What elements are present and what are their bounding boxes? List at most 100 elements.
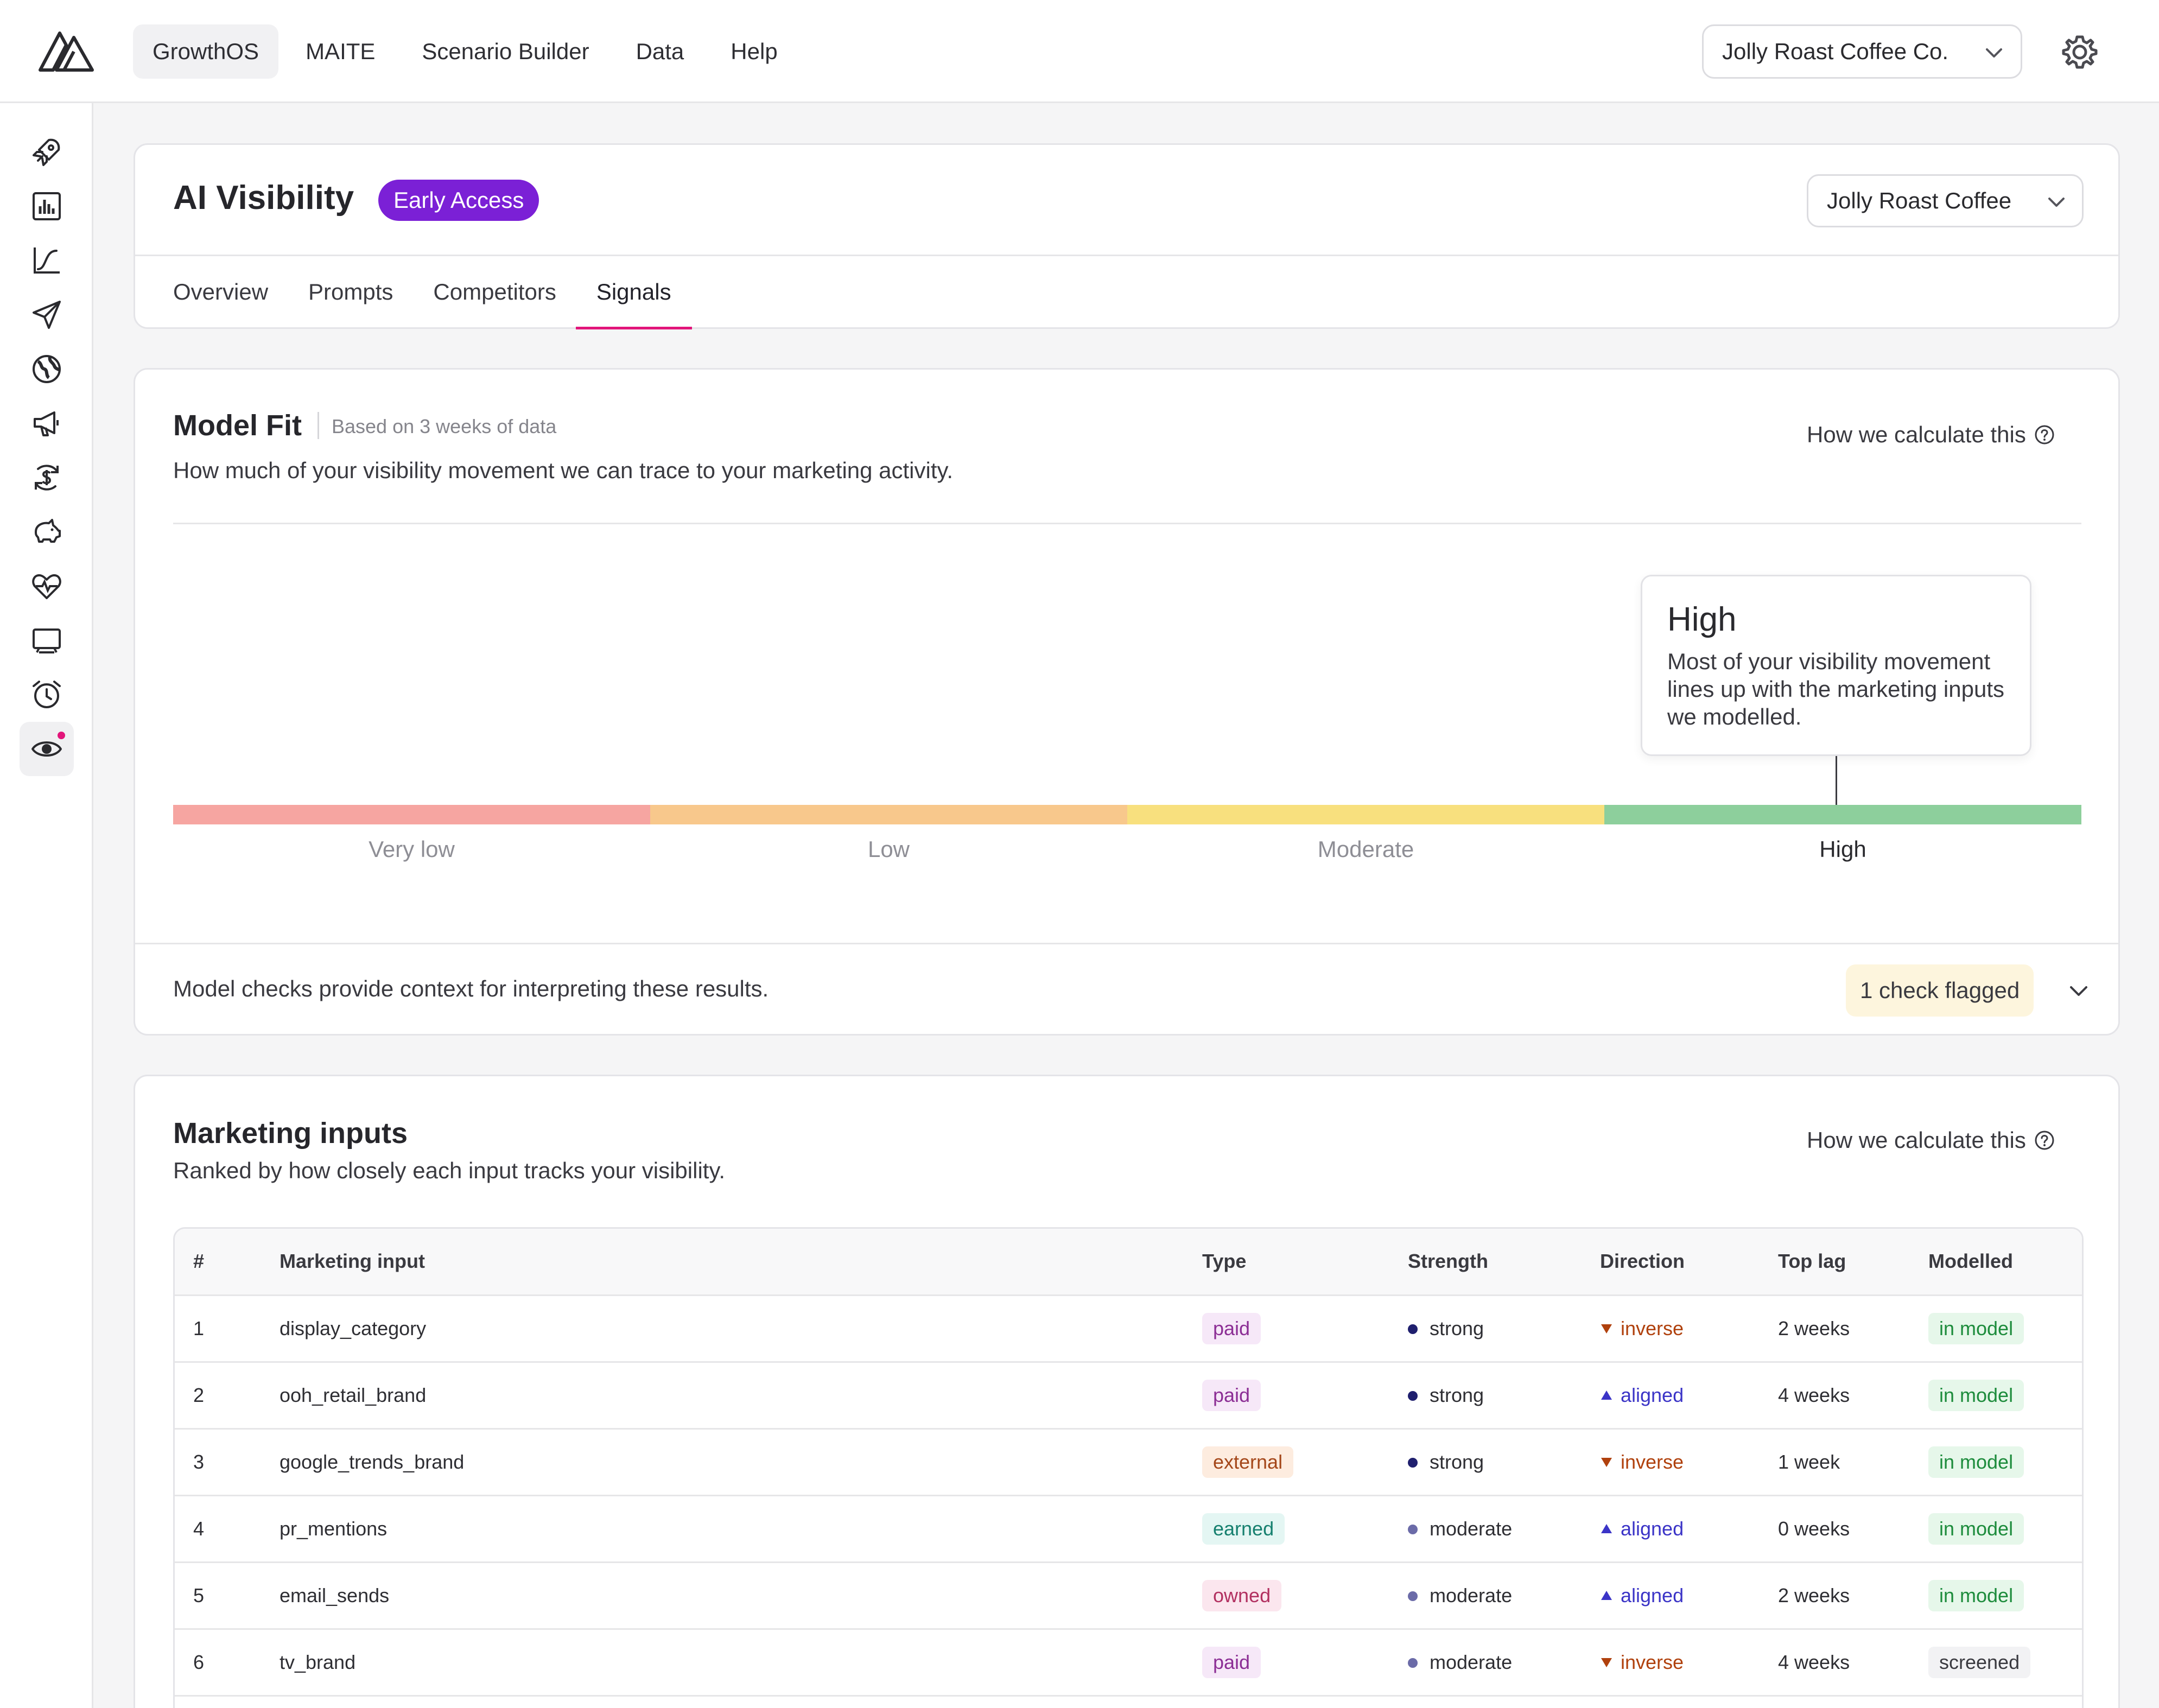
tab-signals[interactable]: Signals	[575, 255, 692, 329]
strength-dot-icon	[1408, 1524, 1418, 1534]
cell-lag: 4 weeks	[1778, 1629, 1928, 1697]
tab-prompts[interactable]: Prompts	[308, 279, 393, 304]
lag-value: 0 weeks	[1778, 1517, 1850, 1540]
checks-flagged-badge[interactable]: 1 check flagged	[1846, 964, 2034, 1017]
strength-dot-icon	[1408, 1324, 1418, 1334]
modelled-pill: in model	[1928, 1446, 2024, 1478]
tab-competitors[interactable]: Competitors	[433, 279, 556, 304]
strength-value: strong	[1430, 1317, 1484, 1339]
triangle-down-icon	[1601, 1658, 1612, 1667]
notification-dot	[58, 732, 65, 739]
rank-value: 6	[193, 1650, 205, 1673]
direction-value: inverse	[1621, 1651, 1684, 1673]
modelled-pill: screened	[1928, 1646, 2031, 1678]
table-row[interactable]: 1 display_category paid strong inverse 2 week…	[175, 1295, 2082, 1363]
type-pill: paid	[1202, 1379, 1261, 1411]
table-row[interactable]: 7	[175, 1696, 2082, 1708]
eye-icon[interactable]	[20, 722, 74, 776]
model-fit-title: Model Fit	[173, 409, 302, 442]
top-nav-item-scenario-builder[interactable]: Scenario Builder	[422, 39, 589, 64]
alarm-clock-icon[interactable]	[20, 668, 74, 722]
table-row[interactable]: 5 email_sends owned moderate aligned 2 weeks i…	[175, 1562, 2082, 1630]
direction-value: aligned	[1621, 1584, 1684, 1607]
gear-icon[interactable]	[2061, 34, 2098, 71]
help-circle-icon	[2035, 1131, 2054, 1150]
cell-rank: 1	[175, 1295, 280, 1363]
cell-strength: strong	[1408, 1295, 1600, 1363]
table-row[interactable]: 3 google_trends_brand external strong invers…	[175, 1428, 2082, 1496]
table-row[interactable]: 2 ooh_retail_brand paid strong aligned 4 week…	[175, 1362, 2082, 1430]
direction-value: inverse	[1621, 1317, 1684, 1339]
rocket-icon[interactable]	[20, 125, 74, 179]
triangle-up-icon	[1601, 1524, 1612, 1533]
rank-value: 2	[193, 1383, 205, 1406]
input-name: display_category	[280, 1317, 427, 1339]
triangle-up-icon	[1601, 1591, 1612, 1600]
cell-strength: moderate	[1408, 1562, 1600, 1630]
globe-icon[interactable]	[20, 342, 74, 396]
cell-lag	[1778, 1696, 1928, 1708]
direction-indicator: aligned	[1600, 1584, 1684, 1607]
tabs-divider	[135, 255, 2118, 256]
chevron-down-icon	[2048, 198, 2065, 207]
brand-select-value: Jolly Roast Coffee	[1827, 188, 2012, 213]
table-row[interactable]: 6 tv_brand paid moderate inverse 4 weeks scree…	[175, 1629, 2082, 1697]
how-we-calculate-link[interactable]: How we calculate this	[1807, 422, 2055, 448]
input-name: pr_mentions	[280, 1517, 388, 1540]
organization-select[interactable]: Jolly Roast Coffee Co.	[1702, 24, 2022, 79]
column-header-rank[interactable]: #	[175, 1229, 280, 1296]
tab-overview[interactable]: Overview	[173, 279, 269, 304]
help-circle-icon	[2035, 425, 2054, 445]
cell-modelled: in model	[1928, 1295, 2082, 1363]
column-header-modelled[interactable]: Modelled	[1928, 1229, 2082, 1296]
strength-value: moderate	[1430, 1584, 1513, 1607]
type-pill: external	[1202, 1446, 1294, 1478]
modelled-pill: in model	[1928, 1579, 2024, 1611]
cell-input	[280, 1696, 1202, 1708]
lag-value: 4 weeks	[1778, 1383, 1850, 1406]
top-nav-item-maite[interactable]: MAITE	[306, 39, 376, 64]
cell-rank: 2	[175, 1362, 280, 1430]
piggy-bank-icon[interactable]	[20, 505, 74, 559]
heart-pulse-icon[interactable]	[20, 559, 74, 613]
marketing-inputs-table: # Marketing input Type Strength Directio…	[173, 1227, 2084, 1708]
cell-direction	[1600, 1696, 1778, 1708]
send-icon[interactable]	[20, 288, 74, 342]
how-we-calculate-link[interactable]: How we calculate this	[1807, 1127, 2055, 1153]
top-nav-item-help[interactable]: Help	[731, 39, 778, 64]
chevron-down-icon[interactable]	[2068, 982, 2089, 999]
data-window-meta: Based on 3 weeks of data	[332, 415, 557, 437]
cell-rank: 5	[175, 1562, 280, 1630]
column-header-direction[interactable]: Direction	[1600, 1229, 1778, 1296]
direction-value: inverse	[1621, 1451, 1684, 1473]
currency-cycle-icon[interactable]	[20, 450, 74, 505]
top-nav-item-growthos[interactable]: GrowthOS	[133, 24, 279, 79]
megaphone-icon[interactable]	[20, 396, 74, 450]
growthos-logo-icon[interactable]	[38, 30, 94, 72]
column-header-input[interactable]: Marketing input	[280, 1229, 1202, 1296]
column-header-lag[interactable]: Top lag	[1778, 1229, 1928, 1296]
fit-scale-labels: Very low Low Moderate High	[173, 836, 2081, 862]
how-we-calculate-label: How we calculate this	[1807, 422, 2026, 447]
how-we-calculate-label: How we calculate this	[1807, 1127, 2026, 1153]
cell-direction: inverse	[1600, 1295, 1778, 1363]
column-header-strength[interactable]: Strength	[1408, 1229, 1600, 1296]
cell-direction: inverse	[1600, 1428, 1778, 1496]
top-nav-item-data[interactable]: Data	[636, 39, 684, 64]
monitor-icon[interactable]	[20, 613, 74, 668]
lag-value: 1 week	[1778, 1450, 1840, 1473]
column-header-type[interactable]: Type	[1202, 1229, 1408, 1296]
brand-select[interactable]: Jolly Roast Coffee	[1807, 174, 2084, 227]
growth-curve-icon[interactable]	[20, 233, 74, 288]
table-row[interactable]: 4 pr_mentions earned moderate aligned 0 weeks…	[175, 1495, 2082, 1563]
triangle-down-icon	[1601, 1324, 1612, 1334]
cell-rank: 7	[175, 1696, 280, 1708]
cell-rank: 6	[175, 1629, 280, 1697]
direction-indicator: inverse	[1600, 1651, 1684, 1674]
cell-lag: 2 weeks	[1778, 1295, 1928, 1363]
modelled-pill: in model	[1928, 1312, 2024, 1344]
model-fit-card: Model Fit Based on 3 weeks of data How m…	[134, 368, 2120, 1036]
bar-chart-icon[interactable]	[20, 179, 74, 233]
checks-divider	[135, 943, 2118, 944]
direction-indicator: aligned	[1600, 1517, 1684, 1540]
